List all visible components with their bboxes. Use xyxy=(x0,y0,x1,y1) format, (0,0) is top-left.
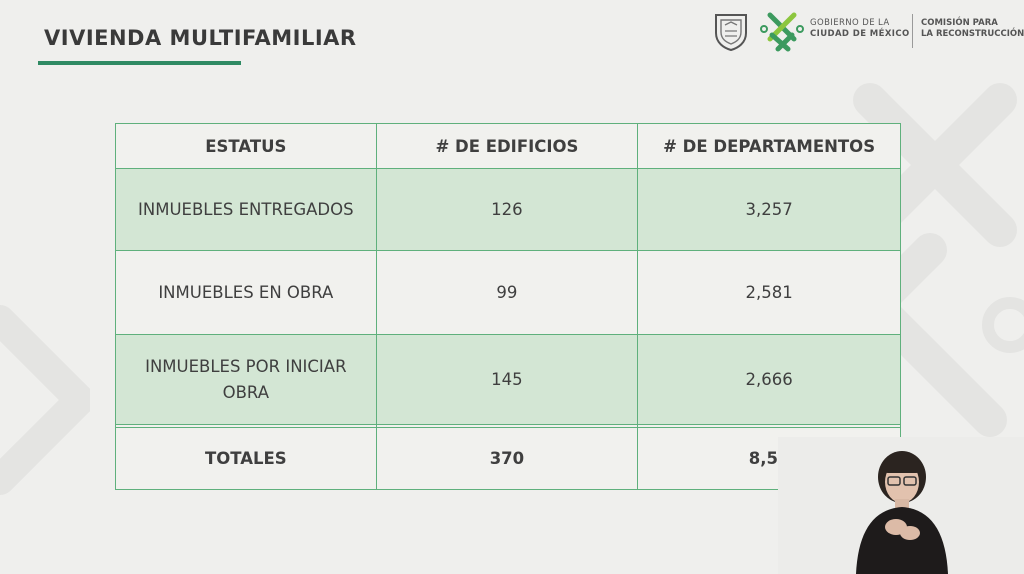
header-estatus: ESTATUS xyxy=(115,123,377,169)
cell-edificios: 126 xyxy=(375,168,639,251)
header-edificios: # DE EDIFICIOS xyxy=(375,123,639,169)
status-table: ESTATUS # DE EDIFICIOS # DE DEPARTAMENTO… xyxy=(115,123,901,490)
page-title: VIVIENDA MULTIFAMILIAR xyxy=(44,26,357,50)
cell-totals-edificios: 370 xyxy=(375,427,639,490)
gobierno-line-2: CIUDAD DE MÉXICO xyxy=(810,29,910,39)
cell-status: INMUEBLES POR INICIAR OBRA xyxy=(115,334,377,425)
sign-language-interpreter-video xyxy=(778,437,1024,574)
cell-departamentos: 3,257 xyxy=(637,168,901,251)
comision-line-1: COMISIÓN PARA xyxy=(921,18,998,28)
gobierno-logo-text: GOBIERNO DE LA CIUDAD DE MÉXICO xyxy=(810,18,910,40)
table-row: INMUEBLES POR INICIAR OBRA 145 2,666 xyxy=(115,334,901,425)
table-header-row: ESTATUS # DE EDIFICIOS # DE DEPARTAMENTO… xyxy=(115,123,901,169)
watermark-logo-left xyxy=(0,305,90,495)
cell-edificios: 99 xyxy=(375,250,639,335)
comision-line-2: LA RECONSTRUCCIÓN xyxy=(921,29,1024,39)
gobierno-line-1: GOBIERNO DE LA xyxy=(810,18,890,28)
table-row: INMUEBLES ENTREGADOS 126 3,257 xyxy=(115,168,901,251)
cell-totals-label: TOTALES xyxy=(115,427,377,490)
coat-of-arms-icon xyxy=(715,14,747,51)
logo-divider xyxy=(912,14,913,48)
cell-edificios: 145 xyxy=(375,334,639,425)
interpreter-figure-icon xyxy=(778,437,1024,574)
header-departamentos: # DE DEPARTAMENTOS xyxy=(637,123,901,169)
table-row: INMUEBLES EN OBRA 99 2,581 xyxy=(115,250,901,335)
cell-status-line-1: INMUEBLES POR INICIAR xyxy=(145,356,347,376)
comision-logo-text: COMISIÓN PARA LA RECONSTRUCCIÓN xyxy=(921,18,1024,40)
cell-status: INMUEBLES ENTREGADOS xyxy=(115,168,377,251)
cell-departamentos: 2,581 xyxy=(637,250,901,335)
cell-departamentos: 2,666 xyxy=(637,334,901,425)
cdmx-logo-icon xyxy=(760,12,804,52)
cell-status-line-2: OBRA xyxy=(222,382,270,402)
title-underline xyxy=(38,61,241,65)
header-logos: GOBIERNO DE LA CIUDAD DE MÉXICO COMISIÓN… xyxy=(712,8,1024,56)
cell-status: INMUEBLES EN OBRA xyxy=(115,250,377,335)
table-totals-row: TOTALES 370 8,50 xyxy=(115,427,901,490)
